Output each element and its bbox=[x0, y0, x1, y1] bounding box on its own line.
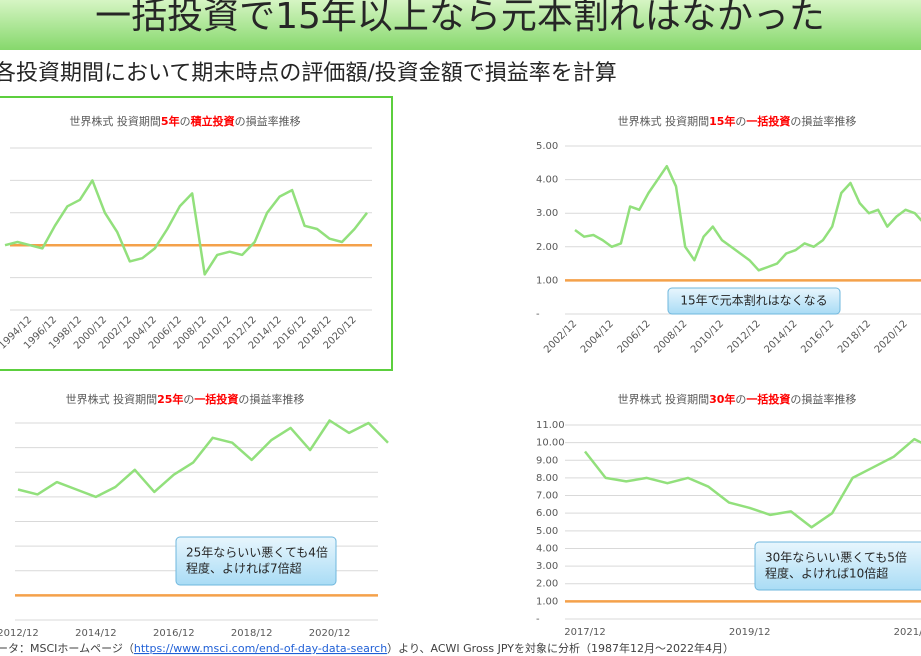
chart-title-part: の bbox=[183, 393, 194, 406]
chart-title-part: の bbox=[180, 115, 191, 128]
chart-title-part: 一括投資 bbox=[746, 114, 790, 128]
chart-title-part: 世界株式 投資期間 bbox=[618, 392, 710, 406]
annotation-box bbox=[754, 541, 921, 591]
chart-title-part: 15年 bbox=[709, 114, 735, 128]
chart-title-part: の損益率推移 bbox=[790, 392, 856, 406]
y-tick-label: 4.00 bbox=[536, 175, 558, 186]
x-tick-label: 2021/12 bbox=[894, 627, 921, 638]
chart-title-part: の損益率推移 bbox=[790, 114, 856, 128]
y-tick-label: 2.00 bbox=[536, 242, 558, 253]
x-tick-label: 2014/12 bbox=[763, 318, 800, 355]
chart-title-part: の損益率推移 bbox=[235, 114, 301, 128]
y-tick-label: 4.00 bbox=[536, 543, 558, 554]
x-tick-label: 2012/12 bbox=[0, 628, 39, 639]
y-tick-label: - bbox=[536, 614, 540, 625]
chart-title: 世界株式 投資期間5年の積立投資の損益率推移 bbox=[69, 114, 300, 128]
chart-title-part: 25年 bbox=[157, 392, 183, 406]
chart-title: 世界株式 投資期間15年の一括投資の損益率推移 bbox=[618, 114, 857, 128]
y-tick-label: 10.00 bbox=[536, 438, 565, 449]
x-tick-label: 2012/12 bbox=[726, 318, 763, 355]
x-tick-label: 2016/12 bbox=[153, 628, 195, 639]
chart-title-part: 一括投資 bbox=[194, 392, 238, 406]
chart-title-part: 世界株式 投資期間 bbox=[618, 114, 710, 128]
x-tick-label: 2018/12 bbox=[231, 628, 273, 639]
chart-frame bbox=[0, 96, 393, 371]
chart-title-part: 5年 bbox=[161, 114, 180, 128]
chart-title-part: の bbox=[735, 393, 746, 406]
chart-title-part: 30年 bbox=[709, 392, 735, 406]
chart-title-part: 一括投資 bbox=[746, 392, 790, 406]
annotation-box bbox=[175, 536, 337, 586]
y-tick-label: 2.00 bbox=[536, 579, 558, 590]
footnote: データ：MSCIホームページ（https://www.msci.com/end-… bbox=[0, 641, 734, 655]
data-line bbox=[574, 164, 921, 272]
x-tick-label: 2020/12 bbox=[873, 318, 910, 355]
y-tick-label: 11.00 bbox=[536, 420, 565, 431]
y-tick-label: 6.00 bbox=[536, 508, 558, 519]
chart-title: 世界株式 投資期間25年の一括投資の損益率推移 bbox=[66, 392, 305, 406]
annotation-text: 程度、よければ7倍超 bbox=[186, 561, 302, 576]
data-line bbox=[584, 437, 921, 529]
chart-title-part: 世界株式 投資期間 bbox=[66, 392, 158, 406]
footnote-link[interactable]: https://www.msci.com/end-of-day-data-sea… bbox=[134, 642, 387, 655]
slide-subtitle: 各投資期間において期末時点の評価額/投資金額で損益率を計算 bbox=[0, 61, 617, 86]
y-tick-label: 3.00 bbox=[536, 561, 558, 572]
y-tick-label: 1.00 bbox=[536, 275, 558, 286]
footnote-text: データ：MSCIホームページ（ bbox=[0, 641, 134, 655]
annotation-text: 30年ならいい悪くても5倍 bbox=[765, 550, 907, 565]
footnote-text: ）より、ACWI Gross JPYを対象に分析（1987年12月～2022年4… bbox=[387, 641, 734, 655]
x-tick-label: 2019/12 bbox=[729, 627, 771, 638]
chart-title-part: 積立投資 bbox=[190, 114, 235, 128]
y-tick-label: 1.00 bbox=[536, 596, 558, 607]
y-tick-label: 8.00 bbox=[536, 473, 558, 484]
x-tick-label: 2010/12 bbox=[689, 318, 726, 355]
x-tick-label: 2016/12 bbox=[799, 318, 836, 355]
x-tick-label: 2018/12 bbox=[836, 318, 873, 355]
x-tick-label: 2020/12 bbox=[309, 628, 351, 639]
slide-title: 一括投資で15年以上なら元本割れはなかった bbox=[95, 0, 825, 37]
chart-title-part: 世界株式 投資期間 bbox=[69, 114, 161, 128]
chart-title: 世界株式 投資期間30年の一括投資の損益率推移 bbox=[618, 392, 857, 406]
y-tick-label: 7.00 bbox=[536, 491, 558, 502]
y-tick-label: 5.00 bbox=[536, 141, 558, 152]
x-tick-label: 2017/12 bbox=[564, 627, 606, 638]
annotation-text: 15年で元本割れはなくなる bbox=[680, 293, 827, 308]
title-banner bbox=[0, 0, 921, 50]
data-line bbox=[4, 179, 368, 276]
annotation-box bbox=[667, 287, 841, 315]
y-tick-label: 5.00 bbox=[536, 526, 558, 537]
y-tick-label: 9.00 bbox=[536, 455, 558, 466]
data-line bbox=[17, 419, 389, 499]
x-tick-label: 2006/12 bbox=[616, 318, 653, 355]
annotation-text: 程度、よければ10倍超 bbox=[765, 566, 888, 581]
chart-title-part: の bbox=[735, 115, 746, 128]
y-tick-label: 3.00 bbox=[536, 208, 558, 219]
x-tick-label: 2002/12 bbox=[542, 318, 579, 355]
x-tick-label: 2014/12 bbox=[75, 628, 117, 639]
y-tick-label: - bbox=[536, 309, 540, 320]
x-tick-label: 2008/12 bbox=[652, 318, 689, 355]
chart-title-part: の損益率推移 bbox=[238, 392, 304, 406]
x-tick-label: 2004/12 bbox=[579, 318, 616, 355]
annotation-text: 25年ならいい悪くても4倍 bbox=[186, 545, 328, 560]
